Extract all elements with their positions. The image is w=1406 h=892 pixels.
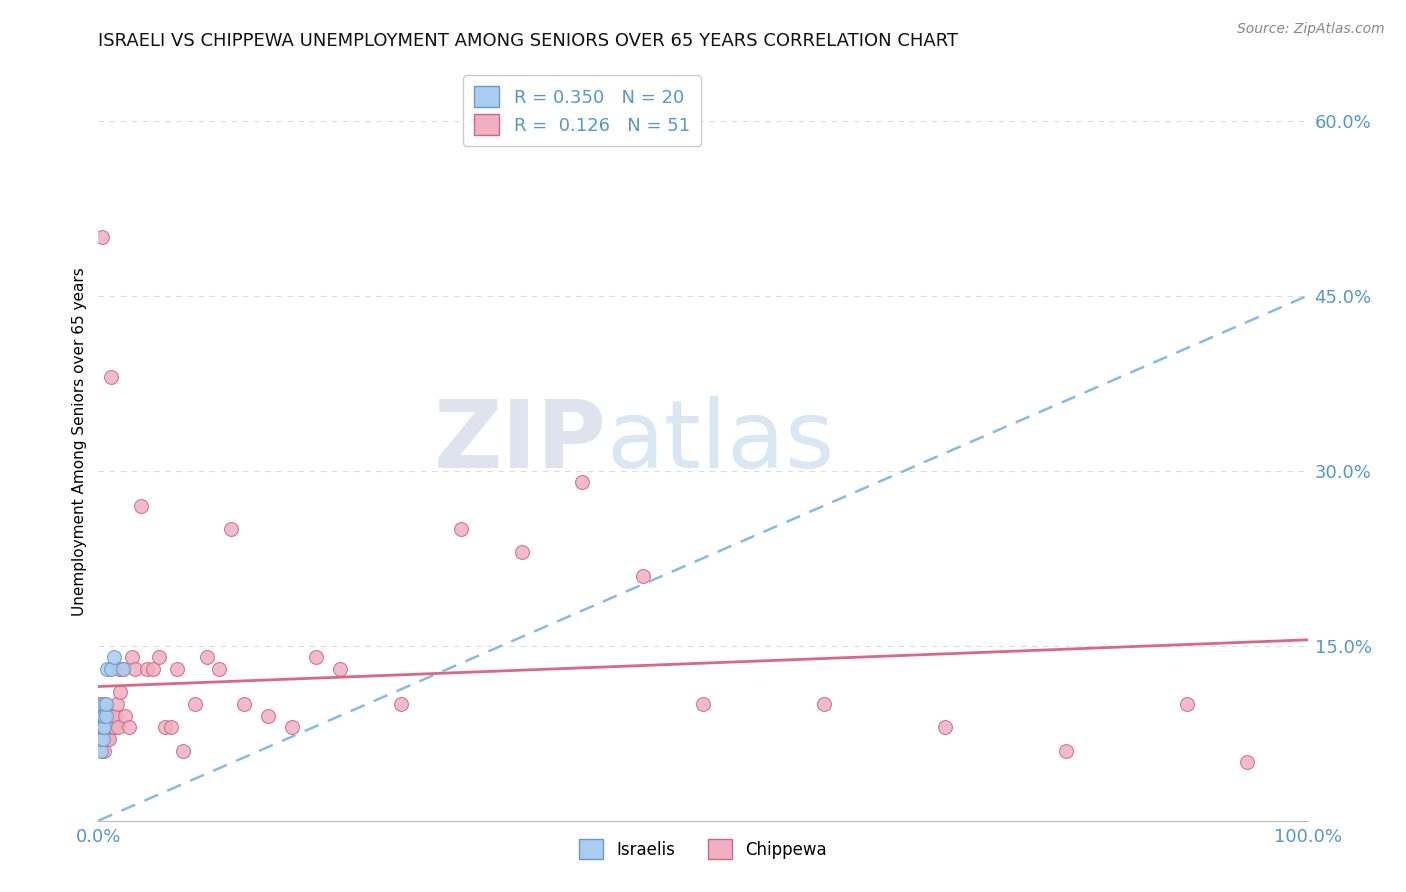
Point (148, 650, 170, 665)
Point (450, 522, 472, 536)
Point (1236, 756, 1258, 770)
Point (571, 475, 593, 490)
Point (107, 720, 129, 734)
Point (100, 370, 122, 384)
Point (631, 568, 654, 582)
Point (104, 708, 127, 723)
Point (153, 720, 176, 734)
Point (93, 720, 115, 734)
Point (101, 708, 124, 723)
Point (91, 720, 114, 734)
Point (232, 697, 254, 711)
Point (389, 697, 412, 711)
Point (94, 708, 117, 723)
Point (114, 708, 136, 723)
Point (103, 720, 125, 734)
Point (94, 697, 117, 711)
Point (91, 720, 114, 734)
Point (692, 697, 714, 711)
Point (103, 650, 125, 665)
Point (142, 662, 165, 676)
Point (91, 720, 114, 734)
Point (90, 697, 112, 711)
Point (90, 731, 112, 746)
Point (100, 662, 122, 676)
Point (94, 720, 117, 734)
Point (111, 662, 134, 676)
Point (124, 662, 146, 676)
Point (221, 522, 243, 536)
Point (281, 720, 304, 734)
Point (118, 720, 141, 734)
Point (129, 499, 152, 513)
Point (172, 744, 194, 758)
Point (1054, 744, 1077, 758)
Point (91, 708, 114, 723)
Point (329, 662, 352, 676)
Point (91, 708, 114, 723)
Point (510, 545, 533, 559)
Point (98, 731, 121, 746)
Point (166, 662, 188, 676)
Point (89, 720, 111, 734)
Point (108, 662, 131, 676)
Point (91, 731, 114, 746)
Point (93, 697, 115, 711)
Point (91, 230, 114, 244)
Point (97, 708, 120, 723)
Point (813, 697, 835, 711)
Point (256, 708, 278, 723)
Point (1175, 697, 1198, 711)
Point (305, 650, 328, 665)
Point (90, 708, 112, 723)
Text: atlas: atlas (606, 395, 835, 488)
Point (160, 720, 183, 734)
Point (121, 650, 143, 665)
Point (195, 650, 218, 665)
Point (934, 720, 956, 734)
Text: ISRAELI VS CHIPPEWA UNEMPLOYMENT AMONG SENIORS OVER 65 YEARS CORRELATION CHART: ISRAELI VS CHIPPEWA UNEMPLOYMENT AMONG S… (98, 32, 959, 50)
Point (91, 731, 114, 746)
Point (208, 662, 231, 676)
Point (96, 731, 118, 746)
Point (93, 744, 115, 758)
Point (90, 744, 112, 758)
Y-axis label: Unemployment Among Seniors over 65 years: Unemployment Among Seniors over 65 years (72, 268, 87, 615)
Text: Source: ZipAtlas.com: Source: ZipAtlas.com (1237, 22, 1385, 37)
Point (111, 662, 134, 676)
Legend: Israelis, Chippewa: Israelis, Chippewa (572, 833, 834, 865)
Text: ZIP: ZIP (433, 395, 606, 488)
Point (184, 697, 207, 711)
Point (96, 662, 118, 676)
Point (135, 662, 157, 676)
Point (93, 708, 115, 723)
Point (105, 697, 128, 711)
Point (108, 685, 131, 699)
Point (100, 720, 122, 734)
Point (89, 697, 111, 711)
Point (89, 708, 111, 723)
